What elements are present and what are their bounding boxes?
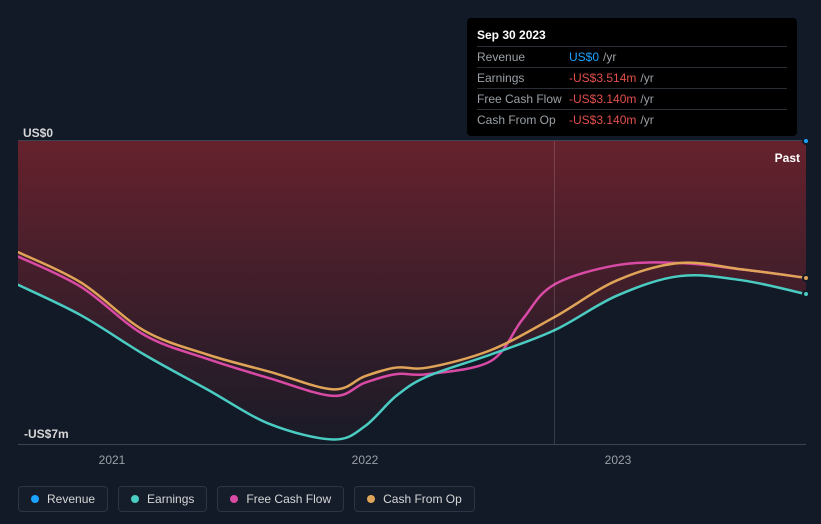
earnings-end-marker [802,290,810,298]
tooltip-row-label: Free Cash Flow [477,92,569,106]
xaxis-tick: 2023 [605,453,632,467]
legend-item-revenue[interactable]: Revenue [18,486,108,512]
fcf-dot-icon [230,495,238,503]
tooltip-row: Free Cash Flow-US$3.140m/yr [477,89,787,110]
xaxis-tick: 2021 [99,453,126,467]
tooltip-row: RevenueUS$0/yr [477,47,787,68]
legend-item-cashop[interactable]: Cash From Op [354,486,475,512]
chart-svg [18,141,806,446]
tooltip-row-value: -US$3.140m [569,113,636,127]
chart-now-divider [554,141,555,444]
tooltip-row: Cash From Op-US$3.140m/yr [477,110,787,130]
cashop-end-marker [802,274,810,282]
tooltip-row: Earnings-US$3.514m/yr [477,68,787,89]
tooltip-row-label: Revenue [477,50,569,64]
tooltip-rows: RevenueUS$0/yrEarnings-US$3.514m/yrFree … [477,47,787,130]
tooltip-row-value: US$0 [569,50,599,64]
tooltip-row-label: Earnings [477,71,569,85]
tooltip-row-unit: /yr [603,50,616,64]
tooltip-row-unit: /yr [640,92,653,106]
legend-item-label: Earnings [147,492,194,506]
tooltip-row-value: -US$3.514m [569,71,636,85]
xaxis-tick: 2022 [352,453,379,467]
revenue-dot-icon [31,495,39,503]
legend-item-earnings[interactable]: Earnings [118,486,207,512]
chart-legend: Revenue Earnings Free Cash Flow Cash From O… [18,486,475,512]
chart-past-label: Past [775,151,800,165]
cashop-dot-icon [367,495,375,503]
legend-item-fcf[interactable]: Free Cash Flow [217,486,344,512]
tooltip-title: Sep 30 2023 [477,24,787,47]
chart-tooltip: Sep 30 2023 RevenueUS$0/yrEarnings-US$3.… [467,18,797,136]
revenue-end-marker [802,137,810,145]
legend-item-label: Revenue [47,492,95,506]
legend-item-label: Cash From Op [383,492,462,506]
tooltip-row-value: -US$3.140m [569,92,636,106]
tooltip-row-label: Cash From Op [477,113,569,127]
legend-item-label: Free Cash Flow [246,492,331,506]
chart-plot-area[interactable]: Past [18,140,806,445]
earnings-dot-icon [131,495,139,503]
tooltip-row-unit: /yr [640,113,653,127]
yaxis-top-label: US$0 [23,126,53,140]
tooltip-row-unit: /yr [640,71,653,85]
